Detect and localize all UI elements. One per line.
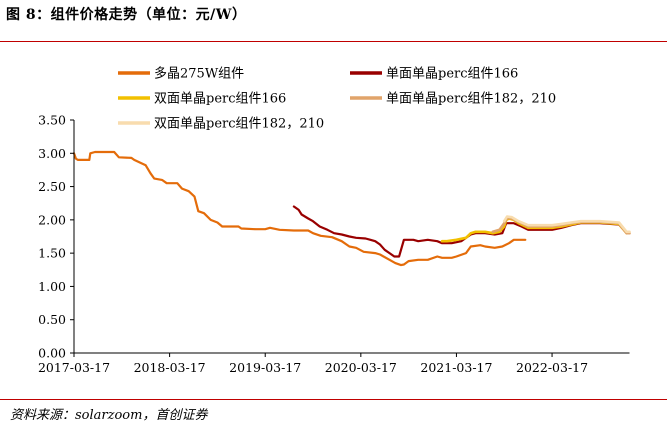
legend: 多晶275W组件 单面单晶perc组件166 双面单晶perc组件166 单面单晶pe… — [118, 66, 556, 132]
series-line-1 — [72, 150, 527, 267]
y-tick-label: 0.00 — [38, 346, 66, 361]
x-tick-label: 2020-03-17 — [325, 360, 397, 375]
x-tick-label: 2022-03-17 — [516, 360, 588, 375]
header-divider — [0, 41, 667, 42]
series-line-2 — [292, 205, 628, 258]
legend-label-3: 双面单晶perc组件166 — [154, 92, 286, 107]
x-tick-label: 2021-03-17 — [420, 360, 492, 375]
y-tick-label: 1.00 — [38, 279, 66, 294]
legend-label-4: 单面单晶perc组件182，210 — [386, 92, 556, 107]
figure-title: 图 8：组件价格走势（单位：元/W） — [6, 7, 247, 23]
x-tick-label: 2019-03-17 — [229, 360, 301, 375]
y-tick-label: 0.50 — [38, 312, 66, 327]
y-tick-label: 2.00 — [38, 212, 66, 227]
line-chart: 0.00 0.50 1.00 1.50 2.00 2.50 3.00 3.50 2017-03-… — [38, 66, 631, 375]
series-layer — [72, 150, 631, 267]
series-line-5 — [502, 215, 631, 234]
series-line-4 — [491, 216, 631, 235]
x-tick-label: 2017-03-17 — [38, 360, 110, 375]
y-tick-label: 3.50 — [38, 113, 66, 128]
legend-label-2: 单面单晶perc组件166 — [386, 67, 518, 82]
y-tick-label: 1.50 — [38, 246, 66, 261]
legend-label-5: 双面单晶perc组件182，210 — [154, 117, 324, 132]
axes-layer: 0.00 0.50 1.00 1.50 2.00 2.50 3.00 3.50 2017-03-… — [38, 113, 630, 375]
legend-label-1: 多晶275W组件 — [154, 66, 244, 82]
x-tick-label: 2018-03-17 — [134, 360, 206, 375]
figure-source: 资料来源：solarzoom，首创证券 — [10, 408, 208, 423]
footer-divider — [0, 399, 667, 400]
y-tick-label: 3.00 — [38, 146, 66, 161]
y-tick-label: 2.50 — [38, 179, 66, 194]
